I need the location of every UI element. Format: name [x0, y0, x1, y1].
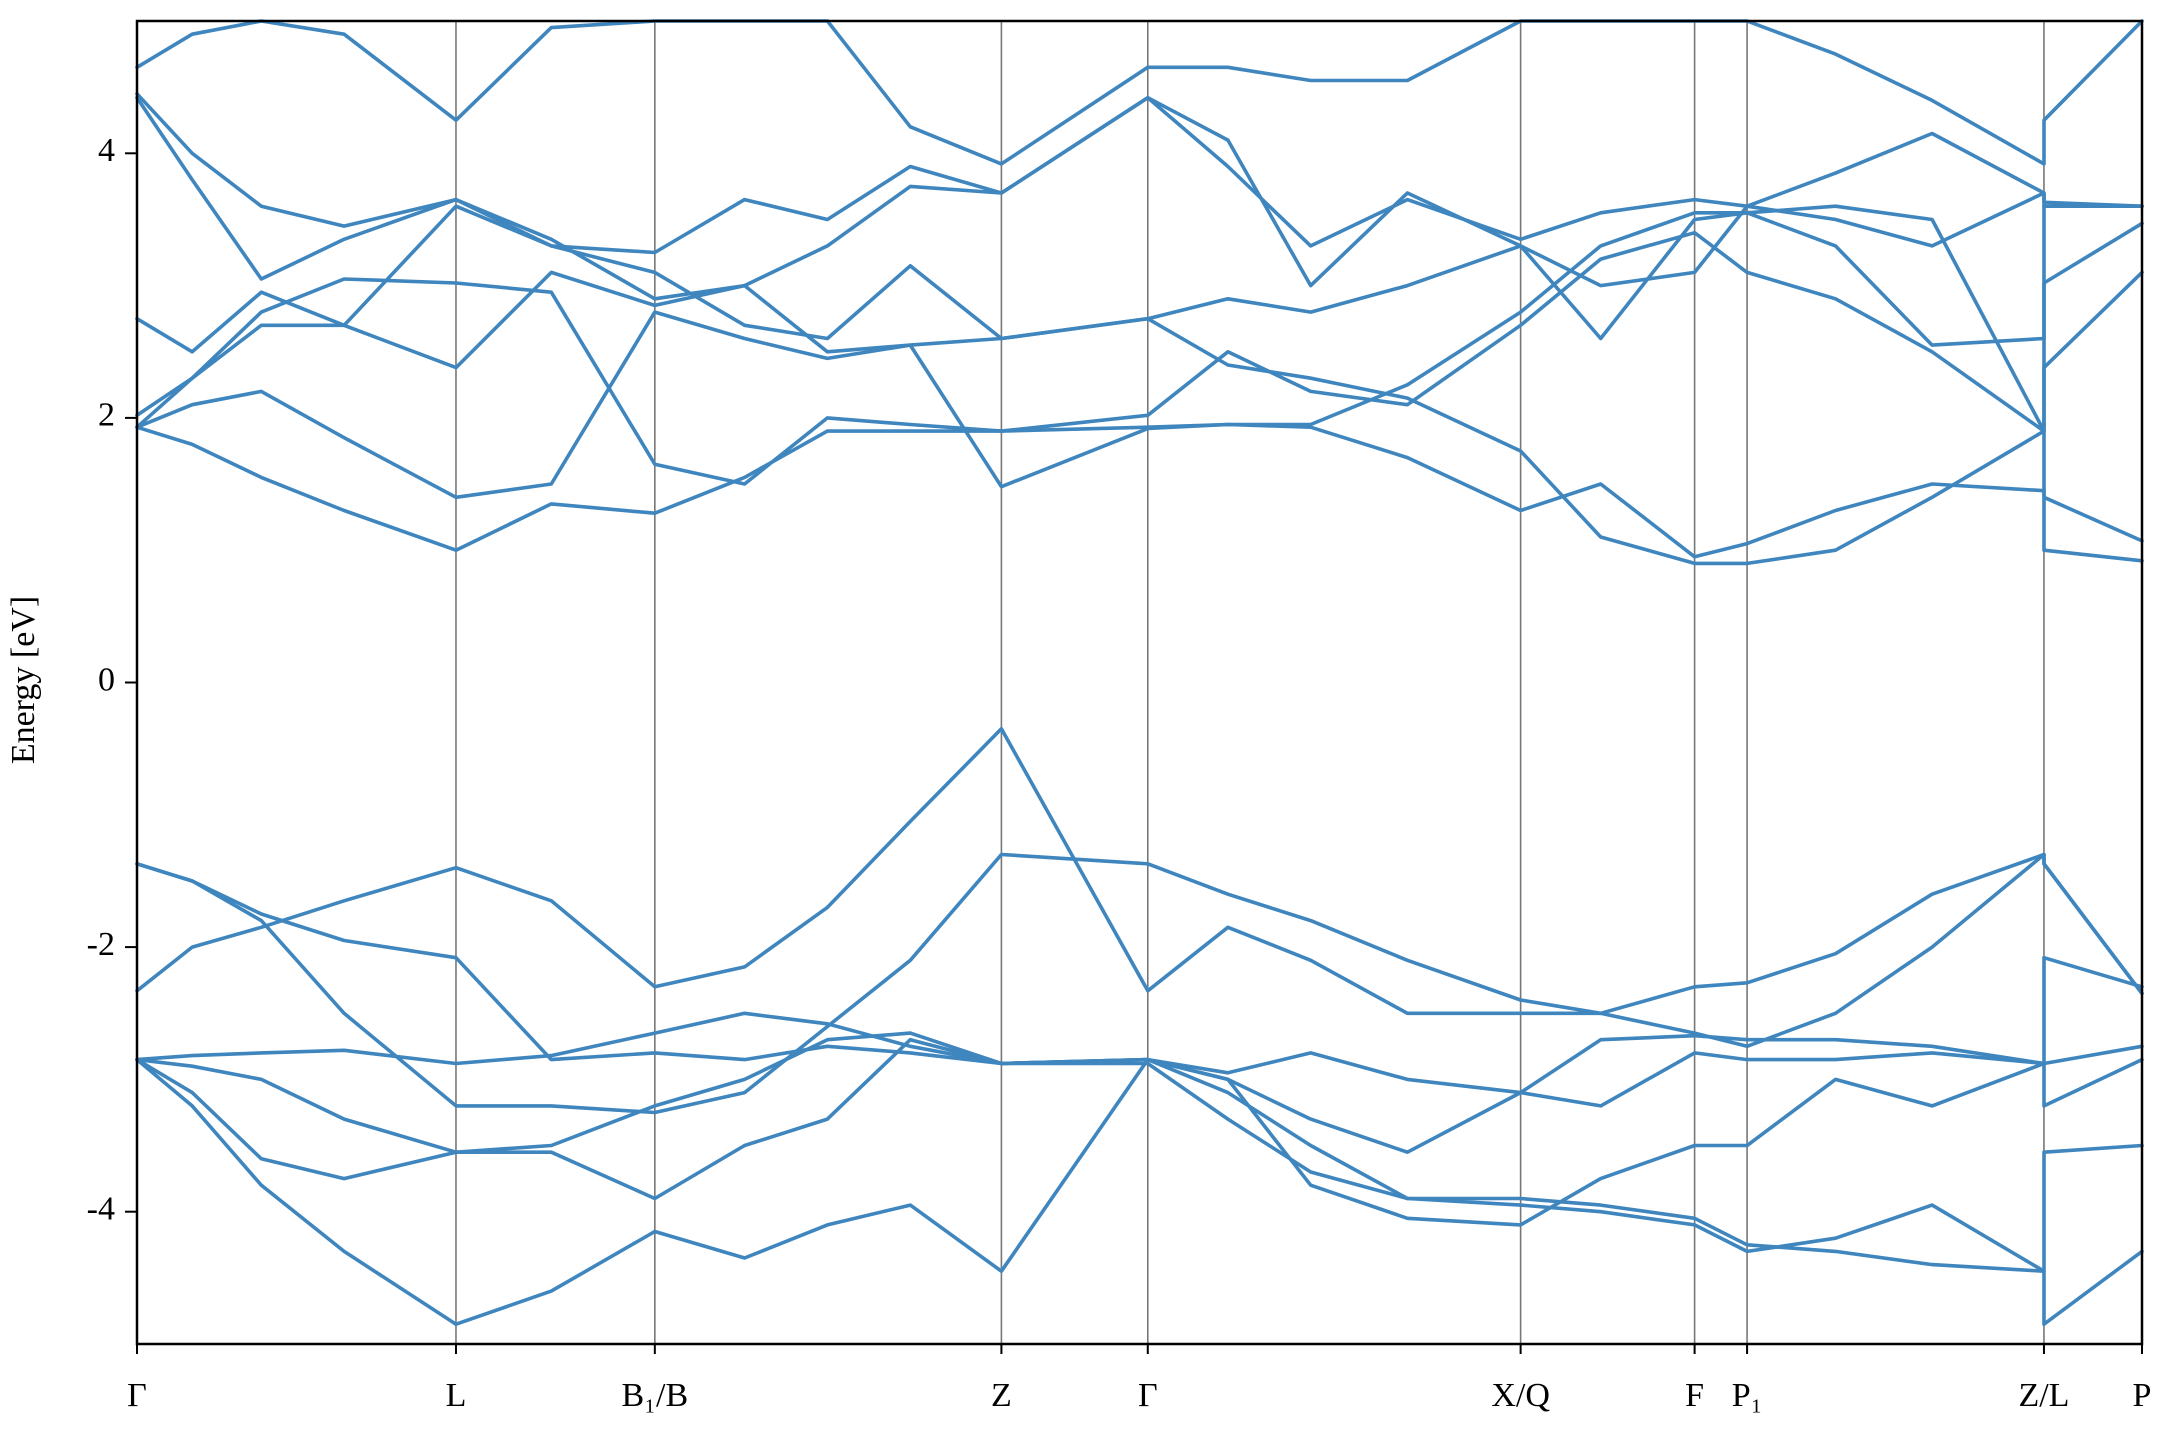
- y-tick-label: 2: [98, 397, 115, 434]
- band-line: [135, 95, 2144, 433]
- y-tick-label: 0: [98, 661, 115, 698]
- x-tick-label: Z: [991, 1377, 1012, 1414]
- band-line: [135, 727, 2144, 1016]
- x-tick-label: P₁: [1732, 1377, 1763, 1414]
- x-tick-label: Γ: [127, 1377, 147, 1414]
- x-tick-label: L: [446, 1377, 467, 1414]
- band-line: [135, 1057, 2144, 1326]
- x-tick-label: Γ: [1138, 1377, 1158, 1414]
- y-tick-label: -4: [87, 1190, 115, 1227]
- x-tick-label: B₁/B: [621, 1377, 688, 1414]
- band-line: [135, 92, 2144, 341]
- x-tick-label: F: [1685, 1377, 1704, 1414]
- band-line: [135, 95, 2144, 429]
- band-line: [135, 310, 2144, 566]
- band-line: [135, 19, 2144, 166]
- band-line: [135, 211, 2144, 489]
- band-line: [135, 852, 2144, 1115]
- plot-frame: [135, 19, 2144, 1346]
- y-tick-label: -2: [87, 926, 115, 963]
- y-tick-label: 4: [98, 132, 115, 169]
- x-tick-label: P: [2133, 1377, 2152, 1414]
- x-tick-label: X/Q: [1491, 1377, 1550, 1414]
- x-tick-label: Z/L: [2018, 1377, 2069, 1414]
- band-line: [135, 1037, 2144, 1273]
- y-axis-label: Energy [eV]: [5, 596, 42, 764]
- band-line: [135, 422, 2144, 563]
- band-line: [135, 230, 2144, 486]
- band-line: [135, 1031, 2144, 1326]
